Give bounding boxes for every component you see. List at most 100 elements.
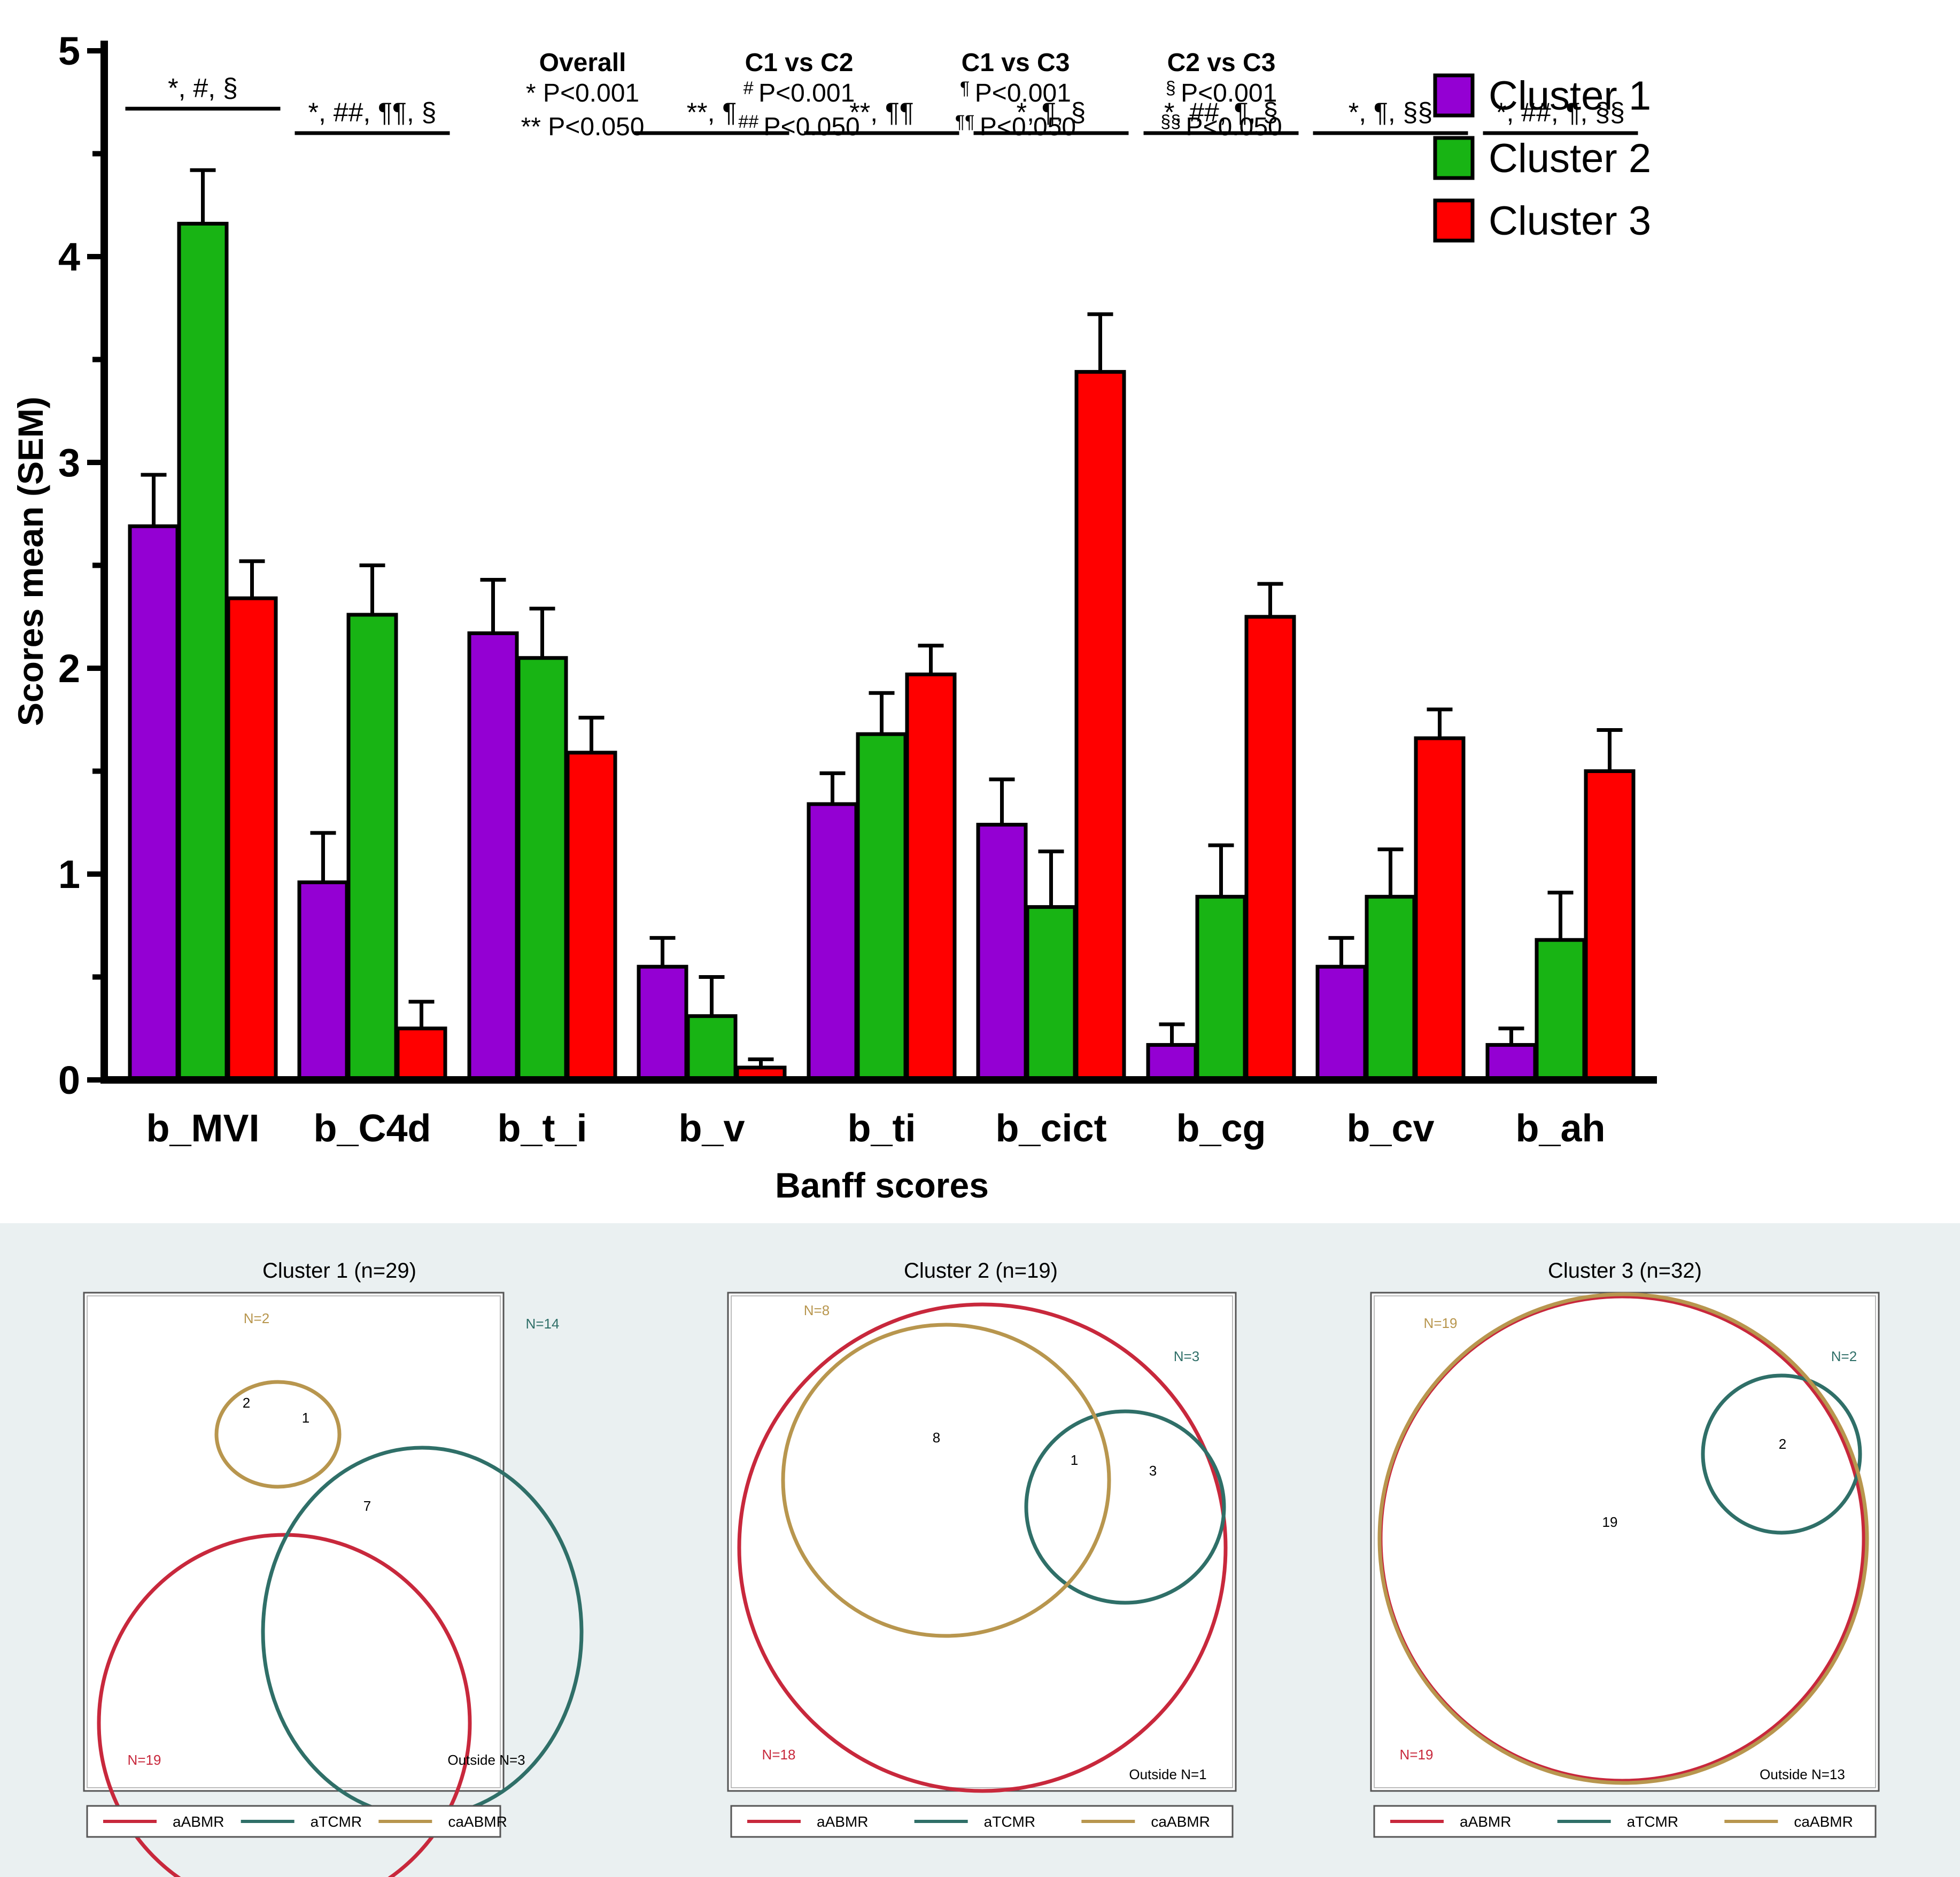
- venn-inner-frame-2: [731, 1295, 1233, 1788]
- y-tick-label: 1: [58, 852, 80, 897]
- y-tick-label: 5: [58, 29, 80, 73]
- venn-frame-1: [83, 1292, 505, 1792]
- venn-inner-frame-1: [87, 1295, 501, 1788]
- x-tick-label-b_MVI: b_MVI: [146, 1107, 259, 1150]
- note-title: Overall: [539, 49, 626, 77]
- bar-b_MVI-cluster-3: [226, 596, 278, 1082]
- venn-count-aTCMR-2: N=3: [1174, 1348, 1199, 1364]
- venn-region-count: 1: [302, 1410, 309, 1426]
- x-axis-label: Banff scores: [775, 1165, 989, 1205]
- x-tick-label-b_ah: b_ah: [1515, 1107, 1605, 1150]
- bar-b_v-cluster-1: [637, 964, 688, 1082]
- bar-b_C4d-cluster-2: [346, 613, 398, 1082]
- venn-title-1: Cluster 1 (n=29): [262, 1259, 416, 1283]
- legend-label-cluster-2: Cluster 2: [1489, 136, 1651, 181]
- bar-b_MVI-cluster-2: [177, 221, 229, 1082]
- venn-outside-count-1: Outside N=3: [447, 1752, 525, 1768]
- bar-b_cg-cluster-3: [1244, 615, 1296, 1082]
- bar-b_cict-cluster-3: [1074, 370, 1126, 1082]
- note-title: C1 vs C2: [745, 49, 854, 77]
- legend-swatch-cluster-2: [1433, 136, 1475, 180]
- venn-circle-aTCMR-2: [1024, 1409, 1226, 1605]
- venn-legend-label-aABMR-3: aABMR: [1460, 1813, 1511, 1830]
- bar-b_cg-cluster-1: [1146, 1043, 1198, 1082]
- note-line-2: §§ P<0.050: [1160, 112, 1282, 141]
- venn-legend-box-3: [1373, 1805, 1877, 1838]
- note-title: C1 vs C3: [962, 49, 1070, 77]
- significance-label-b_cv: *, ¶, §§: [1349, 97, 1433, 127]
- note-line-2: ** P<0.050: [521, 113, 645, 141]
- venn-legend-label-caABMR-2: caABMR: [1151, 1813, 1210, 1830]
- venn-circle-caABMR-3: [1377, 1292, 1869, 1785]
- bar-b_C4d-cluster-3: [396, 1026, 447, 1082]
- venn-count-aTCMR-1: N=14: [526, 1316, 560, 1332]
- bar-b_ti-cluster-3: [905, 673, 957, 1082]
- venn-count-caABMR-2: N=8: [804, 1302, 830, 1318]
- bar-b_t_i-cluster-3: [565, 751, 617, 1082]
- venn-region-count: 1: [1071, 1452, 1078, 1468]
- venn-count-caABMR-3: N=19: [1424, 1315, 1458, 1331]
- bar-b_cg-cluster-2: [1195, 894, 1247, 1082]
- venn-legend-box-2: [730, 1805, 1234, 1838]
- x-tick-label-b_cg: b_cg: [1176, 1107, 1266, 1150]
- significance-label-b_v: **, ¶: [687, 97, 737, 127]
- legend-label-cluster-3: Cluster 3: [1489, 198, 1651, 244]
- venn-count-aABMR-2: N=18: [762, 1747, 796, 1763]
- bar-b_v-cluster-2: [686, 1014, 738, 1082]
- bar-chart: b_MVI b_C4d b_t_i b_v b_ti b_cict b_cg b_cv b_ah…: [11, 29, 1657, 1205]
- venn-panel: Cluster 1 (n=29) N=19 N=14 N=2 2 1 7 Outside N=…: [0, 1223, 1960, 1877]
- y-axis-label: Scores mean (SEM): [11, 397, 50, 726]
- y-tick-label: 2: [58, 646, 80, 691]
- venn-title-3: Cluster 3 (n=32): [1548, 1259, 1702, 1283]
- note-line-1: * P<0.001: [526, 79, 639, 107]
- bar-b_MVI-cluster-1: [128, 524, 180, 1082]
- legend-swatch-cluster-3: [1433, 198, 1475, 243]
- y-tick-label: 4: [58, 235, 80, 279]
- venn-legend-label-aTCMR-3: aTCMR: [1627, 1813, 1678, 1830]
- venn-diagrams: Cluster 1 (n=29) N=19 N=14 N=2 2 1 7 Outside N=…: [83, 1259, 1880, 1877]
- venn-region-count: 8: [933, 1430, 940, 1446]
- note-line-1: # P<0.001: [743, 78, 855, 107]
- bar-b_cict-cluster-2: [1025, 905, 1077, 1082]
- venn-title-2: Cluster 2 (n=19): [904, 1259, 1058, 1283]
- note-line-1: § P<0.001: [1166, 78, 1277, 107]
- venn-region-count: 2: [1779, 1436, 1786, 1452]
- venn-circle-caABMR-1: [214, 1380, 342, 1489]
- venn-circle-caABMR-2: [781, 1323, 1111, 1638]
- x-tick-label-b_ti: b_ti: [847, 1107, 916, 1150]
- venn-count-caABMR-1: N=2: [244, 1310, 269, 1326]
- bar-b_cv-cluster-2: [1365, 894, 1416, 1082]
- venn-legend-label-aABMR-2: aABMR: [817, 1813, 868, 1830]
- x-tick-label-b_v: b_v: [678, 1107, 745, 1150]
- bar-b_ti-cluster-2: [856, 732, 908, 1082]
- bar-b_ti-cluster-1: [807, 802, 858, 1082]
- venn-legend-label-aTCMR-1: aTCMR: [311, 1813, 362, 1830]
- venn-region-count: 7: [363, 1498, 371, 1514]
- venn-region-count: 19: [1602, 1514, 1618, 1530]
- bar-b_ah-cluster-3: [1584, 769, 1636, 1082]
- x-tick-label-b_cv: b_cv: [1346, 1107, 1434, 1150]
- bar-b_cv-cluster-1: [1315, 964, 1367, 1082]
- bar-b_cict-cluster-1: [976, 823, 1028, 1082]
- significance-label-b_cict: *, ¶, §: [1017, 97, 1086, 127]
- venn-count-aTCMR-3: N=2: [1831, 1348, 1857, 1364]
- note-line-2: ¶¶ P<0.050: [955, 112, 1076, 141]
- venn-count-aABMR-3: N=19: [1400, 1747, 1434, 1763]
- y-tick-label: 3: [58, 441, 80, 485]
- bar-b_t_i-cluster-1: [467, 631, 519, 1082]
- venn-circle-aTCMR-3: [1701, 1373, 1862, 1535]
- legend-swatch-cluster-1: [1433, 73, 1475, 118]
- x-tick-label-b_C4d: b_C4d: [313, 1107, 431, 1150]
- bar-b_ah-cluster-1: [1485, 1043, 1537, 1082]
- venn-legend-label-caABMR-3: caABMR: [1794, 1813, 1853, 1830]
- x-tick-label-b_t_i: b_t_i: [497, 1107, 587, 1150]
- venn-legend-label-aTCMR-2: aTCMR: [984, 1813, 1035, 1830]
- venn-outside-count-3: Outside N=13: [1760, 1766, 1845, 1782]
- venn-region-count: 2: [243, 1395, 250, 1411]
- note-title: C2 vs C3: [1167, 49, 1276, 77]
- legend-label-cluster-1: Cluster 1: [1489, 73, 1651, 119]
- venn-region-count: 3: [1149, 1463, 1157, 1479]
- bar-b_ah-cluster-2: [1535, 938, 1586, 1082]
- venn-legend-label-caABMR-1: caABMR: [448, 1813, 507, 1830]
